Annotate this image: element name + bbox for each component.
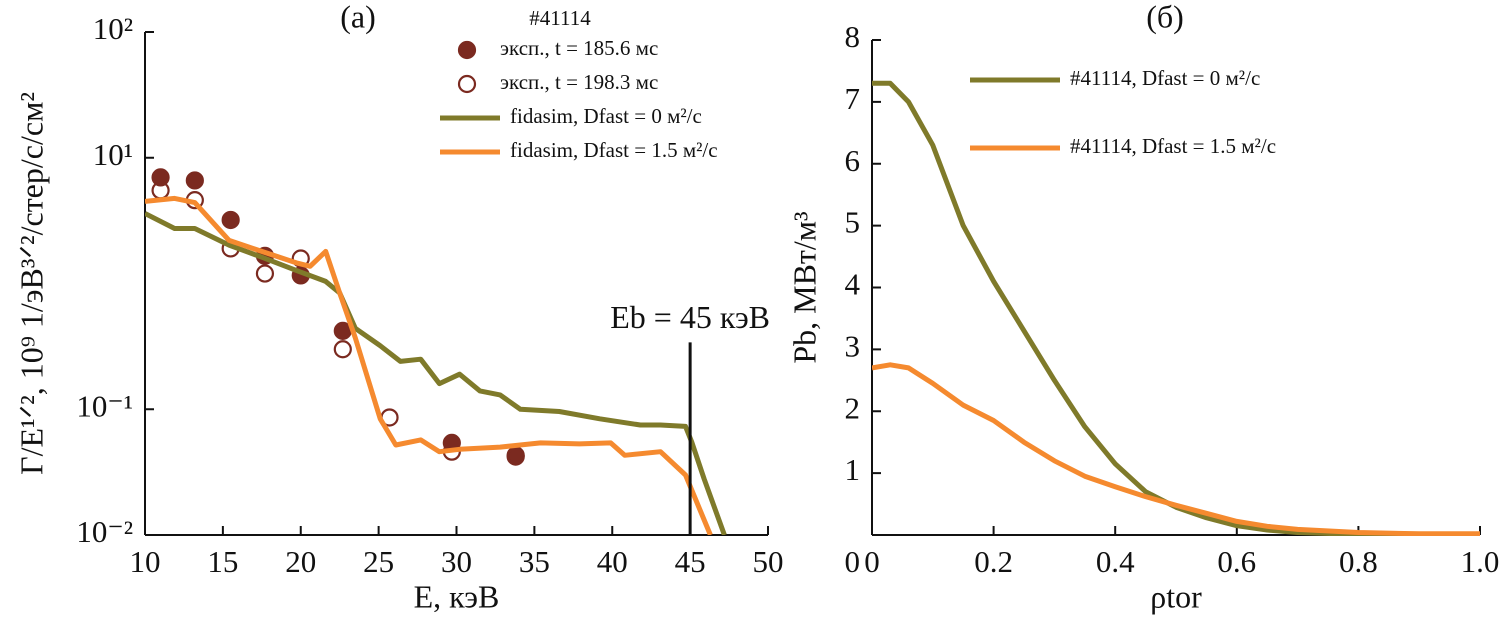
- legend-marker: [457, 40, 477, 60]
- y-tick-label: 5: [845, 205, 861, 240]
- x-tick-label: 1.0: [1461, 544, 1500, 579]
- x-tick-label: 0.6: [1217, 544, 1256, 579]
- legend-label: #41114, Dfast = 1.5 м²/с: [1070, 134, 1276, 158]
- data-point: [506, 447, 525, 466]
- data-line: [872, 80, 1480, 536]
- y-tick-label: 4: [845, 267, 861, 302]
- x-axis-label: E, кэВ: [414, 578, 500, 614]
- plot-area: [872, 80, 1480, 536]
- y-tick-label: 10⁻¹: [76, 388, 133, 423]
- data-point: [333, 340, 352, 359]
- y-tick-label: 2: [845, 390, 861, 425]
- x-tick-label: 30: [441, 544, 472, 579]
- x-tick-label: 20: [285, 544, 316, 579]
- x-tick-label: 10: [130, 544, 161, 579]
- x-tick-label: 25: [363, 544, 394, 579]
- legend-label: #41114, Dfast = 0 м²/с: [1070, 66, 1260, 90]
- x-axis-label: ρtor: [1150, 578, 1202, 614]
- chart-title: (a): [340, 0, 376, 34]
- x-tick-label: 45: [675, 544, 706, 579]
- y-tick-label: 3: [845, 328, 861, 363]
- data-line: [872, 362, 1480, 536]
- x-tick-label: 35: [519, 544, 550, 579]
- x-tick-label: 0.4: [1096, 544, 1135, 579]
- chart-subtitle: #41114: [529, 6, 591, 30]
- y-tick-label: 10²: [93, 11, 133, 46]
- chart-title: (б): [1146, 0, 1184, 34]
- data-line: [145, 211, 727, 535]
- x-tick-label: 0.2: [974, 544, 1013, 579]
- y-axis-label: Γ/E¹ᐟ², 10⁹ 1/эВ³ᐟ²/стер/с/см²: [13, 92, 49, 475]
- x-tick-label: 50: [753, 544, 784, 579]
- y-tick-label-origin: 0: [845, 544, 861, 579]
- data-point: [221, 210, 240, 230]
- legend-label: эксп., t = 198.3 мс: [500, 70, 658, 94]
- legend-label: fidasim, Dfast = 1.5 м²/с: [510, 138, 718, 162]
- y-tick-label: 7: [845, 81, 861, 116]
- data-point: [255, 264, 275, 283]
- annotation-text: Eb = 45 кэВ: [610, 299, 770, 335]
- data-line: [145, 195, 713, 535]
- y-tick-label: 8: [845, 19, 861, 54]
- y-tick-label: 10¹: [93, 137, 133, 172]
- x-tick-label: 15: [207, 544, 238, 579]
- legend-marker: [457, 74, 477, 94]
- plot-area: [145, 168, 727, 535]
- legend-label: эксп., t = 185.6 мс: [500, 36, 658, 60]
- data-point: [185, 171, 204, 190]
- y-axis-label: Pb, МВт/м³: [786, 211, 822, 363]
- y-tick-label: 1: [845, 452, 861, 487]
- y-tick-label: 6: [845, 143, 861, 178]
- x-tick-label: 40: [597, 544, 628, 579]
- legend-label: fidasim, Dfast = 0 м²/с: [510, 104, 702, 128]
- y-tick-label: 10⁻²: [76, 514, 133, 549]
- x-tick-label: 0: [864, 544, 880, 579]
- x-tick-label: 0.8: [1339, 544, 1378, 579]
- data-point: [151, 168, 170, 187]
